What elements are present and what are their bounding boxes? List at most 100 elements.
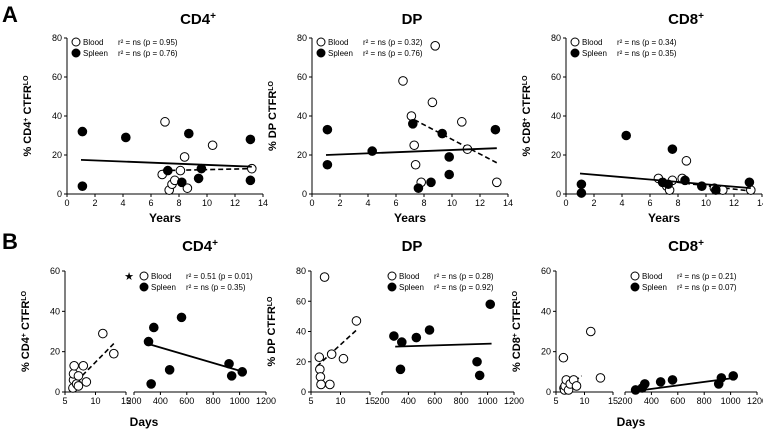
data-point-blood <box>410 159 421 170</box>
x-tick-label: 200 <box>374 396 389 406</box>
data-point-spleen <box>426 177 436 188</box>
y-tick-label: 0 <box>55 387 60 397</box>
chart-b-cd8: CD8+ 0 20 40 60 % CD8+ CTFRLO 5 10 15 200 400 600 80… <box>511 238 763 429</box>
y-axis-label-lo: LO <box>23 75 30 85</box>
legend-label-spleen: Spleen <box>83 49 108 58</box>
x-tick-label: 0 <box>64 198 69 208</box>
data-point-spleen <box>655 377 666 387</box>
panel-label-a: A <box>2 2 18 27</box>
x-tick-label: 14 <box>757 198 763 208</box>
data-point-blood <box>314 352 325 363</box>
y-tick-label: 60 <box>50 266 60 276</box>
data-point-spleen <box>621 130 632 141</box>
data-point-spleen <box>389 331 399 341</box>
data-point-blood <box>326 349 337 359</box>
chart-title-superscript: + <box>210 11 216 22</box>
data-point-spleen <box>149 322 159 333</box>
data-point-spleen <box>490 124 501 135</box>
data-point-spleen <box>444 152 455 162</box>
legend-marker-blood <box>387 271 397 281</box>
fit-line-blood <box>406 115 498 164</box>
y-axis-label-lo: LO <box>268 80 275 90</box>
data-point-spleen <box>474 370 485 381</box>
data-point-spleen <box>716 373 727 383</box>
data-point-spleen <box>77 181 88 191</box>
y-tick-label: 40 <box>52 111 62 121</box>
x-tick-label: 12 <box>230 198 240 208</box>
y-axis-label-superscript: + <box>23 118 30 122</box>
legend-marker-spleen <box>387 282 397 292</box>
chart-title: DP <box>402 238 423 255</box>
legend-stat-blood: r² = 0.51 (p = 0.01) <box>186 272 253 281</box>
data-point-blood <box>109 348 119 359</box>
y-tick-label: 20 <box>541 347 551 357</box>
y-tick-label: 60 <box>551 72 561 82</box>
data-point-spleen <box>77 126 88 137</box>
x-tick-label: 800 <box>697 396 712 406</box>
x-tick-label: 1000 <box>478 396 498 406</box>
x-tick-label: 10 <box>447 198 457 208</box>
significance-star: ★ <box>124 271 134 283</box>
x-tick-label: 10 <box>90 396 100 406</box>
y-tick-label: 0 <box>301 387 306 397</box>
data-point-blood <box>78 360 89 371</box>
data-point-blood <box>325 379 335 390</box>
data-point-spleen <box>177 177 187 188</box>
chart-title: CD8+ <box>668 11 704 29</box>
data-point-spleen <box>367 146 378 156</box>
y-tick-label: 80 <box>52 33 62 43</box>
x-tick-label: 5 <box>553 396 558 406</box>
legend-marker-blood <box>630 271 640 281</box>
legend-label-spleen: Spleen <box>399 283 424 292</box>
y-tick-label: 0 <box>546 387 551 397</box>
y-axis-label: % CD4+ CTFRLO <box>22 75 34 157</box>
data-point-spleen <box>322 124 333 135</box>
data-point-blood <box>182 183 193 193</box>
y-axis-label-superscript: + <box>512 333 519 337</box>
x-tick-label: 200 <box>126 396 141 406</box>
legend-marker-blood <box>139 271 149 281</box>
data-point-spleen <box>196 163 207 174</box>
data-point-blood <box>73 371 84 381</box>
fit-line-blood <box>162 167 252 172</box>
data-point-blood <box>316 379 326 390</box>
data-point-blood <box>247 163 257 174</box>
y-axis-label-superscript: + <box>522 118 529 122</box>
y-tick-label: 20 <box>551 150 561 160</box>
data-point-spleen <box>437 128 448 139</box>
x-tick-label: 2 <box>337 198 342 208</box>
data-point-blood <box>319 272 330 282</box>
legend-marker-blood <box>316 37 326 47</box>
x-tick-label: 10 <box>335 396 345 406</box>
x-tick-label: 2 <box>92 198 97 208</box>
legend-label-spleen: Spleen <box>582 49 607 58</box>
data-point-spleen <box>121 132 131 143</box>
legend-label-spleen: Spleen <box>328 49 353 58</box>
data-point-spleen <box>193 173 204 184</box>
data-point-spleen <box>184 128 194 139</box>
data-point-blood <box>409 140 420 151</box>
legend-label-blood: Blood <box>328 38 348 47</box>
x-tick-label: 600 <box>179 396 194 406</box>
chart-a-cd8: CD8+ 0 20 40 60 80 % CD8+ CTFRLO 0 2 4 6 8 10 12 14 Yea… <box>521 11 763 226</box>
x-tick-label: 200 <box>617 396 632 406</box>
y-axis-label: % DP CTFRLO <box>267 80 279 151</box>
x-tick-label: 8 <box>176 198 181 208</box>
x-tick-label: 12 <box>475 198 485 208</box>
y-axis-label-lo: LO <box>21 290 28 300</box>
x-tick-label: 400 <box>153 396 168 406</box>
legend-stat-spleen: r² = ns (p = 0.76) <box>363 49 423 58</box>
data-point-spleen <box>237 367 248 377</box>
data-point-blood <box>406 111 417 121</box>
chart-title: CD4+ <box>180 11 216 29</box>
chart-title: CD4+ <box>182 238 218 256</box>
data-point-spleen <box>395 364 406 375</box>
fit-line-spleen <box>395 342 492 348</box>
x-tick-label: 4 <box>120 198 125 208</box>
y-axis-label-lo: LO <box>267 296 274 306</box>
y-tick-label: 80 <box>297 33 307 43</box>
data-point-spleen <box>697 181 707 191</box>
legend-stat-spleen: r² = ns (p = 0.35) <box>617 49 677 58</box>
